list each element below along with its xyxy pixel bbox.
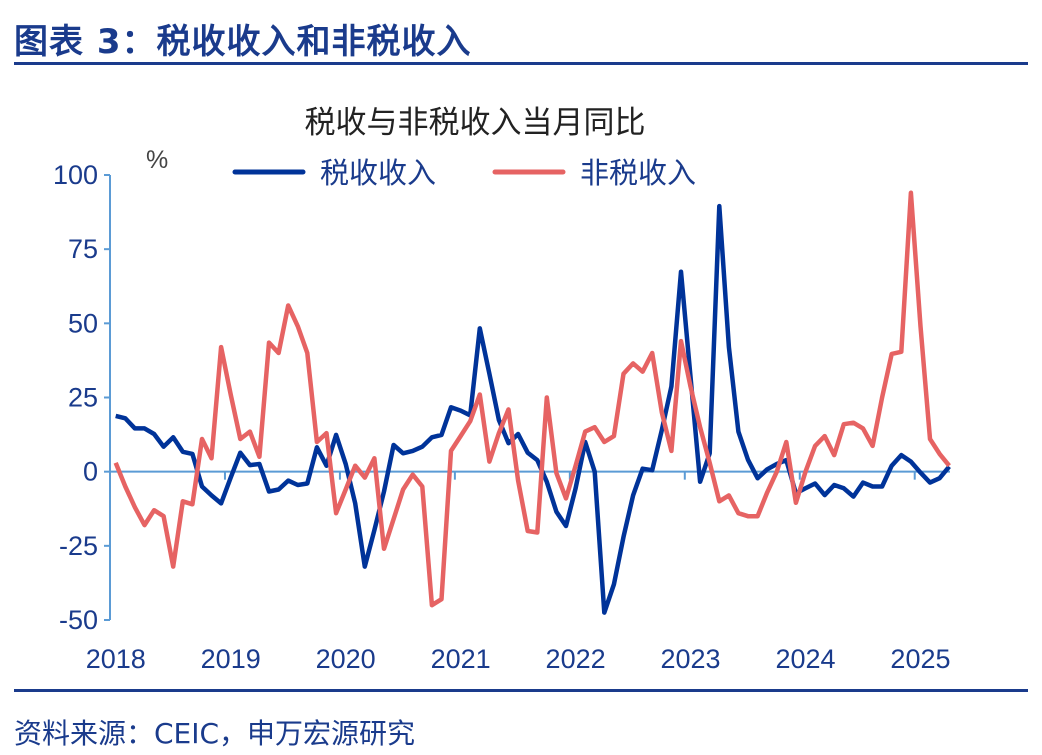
source-note: 资料来源：CEIC，申万宏源研究 [14, 717, 416, 750]
y-tick-label: 25 [68, 383, 98, 413]
x-tick-label: 2020 [316, 644, 376, 674]
legend-label-tax: 税收收入 [320, 156, 436, 190]
chart-title: 税收与非税收入当月同比 [305, 105, 646, 141]
y-tick-label: 0 [83, 457, 98, 487]
x-tick-label: 2018 [86, 644, 146, 674]
y-tick-label: 50 [68, 308, 98, 338]
figure-title: 图表 3：税收收入和非税收入 [14, 22, 472, 62]
line-chart: 税收与非税收入当月同比% 税收收入 非税收入 100 75 50 25 0 -25 -50 2018… [53, 105, 951, 674]
x-tick-label: 2019 [201, 644, 261, 674]
x-tick-label: 2023 [661, 644, 721, 674]
x-tick-label: 2021 [431, 644, 491, 674]
x-tick-label: 2025 [890, 644, 950, 674]
footer-divider [14, 689, 1028, 692]
y-tick-label: 100 [53, 160, 98, 190]
series-line-tax [115, 203, 951, 615]
y-axis-unit: % [146, 146, 168, 174]
x-tick-label: 2022 [546, 644, 606, 674]
y-tick-label: -25 [59, 531, 98, 561]
y-tick-label: -50 [59, 605, 98, 635]
series-line-nontax [113, 190, 951, 608]
title-divider [14, 62, 1028, 65]
y-tick-label: 75 [68, 234, 98, 264]
legend-label-nontax: 非税收入 [580, 156, 696, 190]
x-tick-label: 2024 [775, 644, 835, 674]
